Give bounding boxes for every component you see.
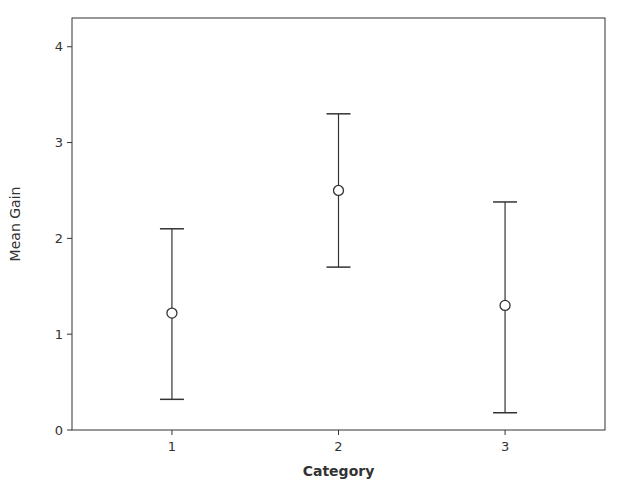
x-tick-label: 3 xyxy=(501,439,509,454)
y-axis-label: Mean Gain xyxy=(7,187,23,262)
y-tick-label: 4 xyxy=(55,39,63,54)
y-tick xyxy=(67,142,72,143)
y-tick xyxy=(67,334,72,335)
mean-marker xyxy=(334,185,344,195)
y-tick xyxy=(67,46,72,47)
y-tick-label: 3 xyxy=(55,135,63,150)
chart-container: 0 1 2 3 4 1 2 3 Category Mean Gain xyxy=(0,0,623,492)
plot-area xyxy=(160,114,517,413)
y-tick xyxy=(67,238,72,239)
mean-marker xyxy=(167,308,177,318)
plot-frame xyxy=(72,18,605,430)
y-tick xyxy=(67,430,72,431)
error-cap-upper xyxy=(160,228,184,230)
y-tick-label: 1 xyxy=(55,327,63,342)
error-cap-lower xyxy=(160,399,184,401)
mean-marker xyxy=(500,300,510,310)
x-tick xyxy=(505,430,506,435)
x-axis-label: Category xyxy=(303,463,375,479)
x-tick-label: 2 xyxy=(334,439,342,454)
error-cap-upper xyxy=(327,113,351,115)
error-cap-lower xyxy=(493,412,517,414)
chart: 0 1 2 3 4 1 2 3 Category Mean Gain xyxy=(0,0,623,492)
x-tick xyxy=(171,430,172,435)
error-cap-upper xyxy=(493,201,517,203)
x-tick-label: 1 xyxy=(168,439,176,454)
y-tick-label: 0 xyxy=(55,423,63,438)
y-tick-label: 2 xyxy=(55,231,63,246)
x-tick xyxy=(338,430,339,435)
error-cap-lower xyxy=(327,266,351,268)
